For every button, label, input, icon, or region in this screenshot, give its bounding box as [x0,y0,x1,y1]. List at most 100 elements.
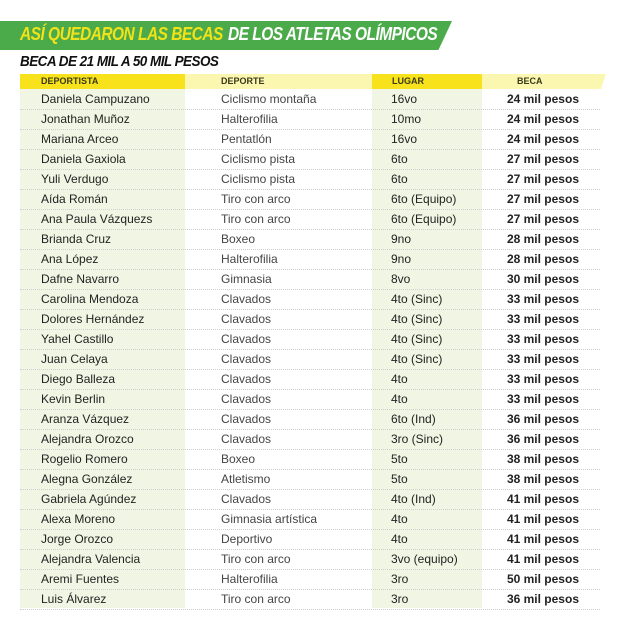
scholarship: 33 mil pesos [506,332,579,346]
table-row: Carolina Mendoza Clavados 4to (Sinc) 33 mil… [20,289,600,310]
place: 4to (Ind) [391,492,436,506]
place: 4to (Sinc) [391,312,443,326]
place: 4to (Sinc) [391,332,443,346]
table-row: Daniela Campuzano Ciclismo montaña 16vo 24 … [20,89,600,110]
scholarship: 36 mil pesos [506,412,579,426]
sport: Ciclismo pista [221,172,296,186]
header-label: LUGAR [392,76,424,86]
sport: Deportivo [221,532,273,546]
scholarship: 27 mil pesos [506,152,579,166]
sport: Gimnasia [221,272,272,286]
scholarship: 38 mil pesos [506,472,579,486]
sport: Clavados [221,492,272,506]
place: 9no [391,232,412,246]
athlete-name: Yahel Castillo [41,332,114,346]
athlete-name: Mariana Arceo [41,132,119,146]
athlete-name: Carolina Mendoza [41,292,139,306]
athlete-name: Diego Balleza [41,372,116,386]
place: 6to [391,172,408,186]
place: 5to [391,472,408,486]
place: 3ro [391,572,409,586]
scholarship: 33 mil pesos [506,312,579,326]
sport: Clavados [221,412,272,426]
table-row: Aranza Vázquez Clavados 6to (Ind) 36 mil pe… [20,409,600,430]
scholarship: 50 mil pesos [506,572,579,586]
sport: Clavados [221,392,272,406]
scholarship: 27 mil pesos [506,212,579,226]
table-row: Alexa Moreno Gimnasia artística 4to 41 mil … [20,509,600,530]
scholarship: 27 mil pesos [506,172,579,186]
athlete-name: Juan Celaya [41,352,108,366]
scholarship: 24 mil pesos [506,112,579,126]
sport: Boxeo [221,452,256,466]
header-lugar: LUGAR [372,74,482,89]
scholarship: 41 mil pesos [506,512,579,526]
place: 10mo [391,112,422,126]
table-row: Jorge Orozco Deportivo 4to 41 mil pesos [20,529,600,550]
athlete-name: Ana Paula Vázquezs [41,212,153,226]
table-row: Diego Balleza Clavados 4to 33 mil pesos [20,369,600,390]
sport: Pentatlón [221,132,272,146]
athlete-name: Luis Álvarez [41,592,107,606]
deportista-column-tint [20,89,185,608]
sport: Gimnasia artística [221,512,318,526]
sport: Tiro con arco [221,592,291,606]
athlete-name: Kevin Berlin [41,392,106,406]
title-part-1: ASÍ QUEDARON LAS BECAS [20,24,223,44]
place: 4to [391,392,408,406]
scholarship: 30 mil pesos [506,272,579,286]
table-row: Aremi Fuentes Halterofilia 3ro 50 mil pesos [20,569,600,590]
scholarship: 24 mil pesos [506,132,579,146]
scholarship: 28 mil pesos [506,252,579,266]
table-row: Ana Paula Vázquezs Tiro con arco 6to (Equi… [20,209,600,230]
athlete-name: Ana López [41,252,99,266]
place: 4to (Sinc) [391,352,443,366]
table-row: Luis Álvarez Tiro con arco 3ro 36 mil pesos [20,589,600,610]
subtitle: BECA DE 21 MIL A 50 MIL PESOS [20,53,219,70]
athlete-name: Aída Román [41,192,108,206]
scholarship: 41 mil pesos [506,492,579,506]
scholarship: 33 mil pesos [506,372,579,386]
athlete-name: Aremi Fuentes [41,572,120,586]
athlete-name: Alejandra Valencia [41,552,141,566]
sport: Boxeo [221,232,256,246]
place: 16vo [391,132,418,146]
header-label: BECA [517,76,543,86]
table-row: Gabriela Agúndez Clavados 4to (Ind) 41 mil … [20,489,600,510]
scholarship: 24 mil pesos [506,92,579,106]
header-deporte: DEPORTE [185,74,372,89]
place: 6to (Equipo) [391,212,457,226]
place: 5to [391,452,408,466]
scholarship: 27 mil pesos [506,192,579,206]
table-row: Mariana Arceo Pentatlón 16vo 24 mil pesos [20,129,600,150]
place: 8vo [391,272,411,286]
header-beca: BECA [482,74,606,89]
title-part-2: DE LOS ATLETAS OLÍMPICOS [228,24,438,44]
sport: Tiro con arco [221,212,291,226]
sport: Clavados [221,352,272,366]
table-row: Daniela Gaxiola Ciclismo pista 6to 27 mil p… [20,149,600,170]
athlete-name: Alegna González [41,472,133,486]
athlete-name: Brianda Cruz [41,232,112,246]
header-label: DEPORTE [221,76,265,86]
sport: Atletismo [221,472,271,486]
place: 3ro [391,592,409,606]
place: 3ro (Sinc) [391,432,444,446]
header-label: DEPORTISTA [41,76,99,86]
table-row: Kevin Berlin Clavados 4to 33 mil pesos [20,389,600,410]
athlete-name: Daniela Campuzano [41,92,150,106]
scholarship: 36 mil pesos [506,432,579,446]
place: 6to (Ind) [391,412,436,426]
sport: Clavados [221,332,272,346]
scholarship: 41 mil pesos [506,552,579,566]
athlete-name: Dafne Navarro [41,272,120,286]
place: 4to [391,372,408,386]
athlete-name: Dolores Hernández [41,312,145,326]
table-row: Juan Celaya Clavados 4to (Sinc) 33 mil peso… [20,349,600,370]
scholarship: 33 mil pesos [506,392,579,406]
athlete-name: Gabriela Agúndez [41,492,137,506]
sport: Clavados [221,292,272,306]
table-row: Dolores Hernández Clavados 4to (Sinc) 33 mi… [20,309,600,330]
table-row: Jonathan Muñoz Halterofilia 10mo 24 mil pes… [20,109,600,130]
table-row: Alejandra Valencia Tiro con arco 3vo (equi… [20,549,600,570]
